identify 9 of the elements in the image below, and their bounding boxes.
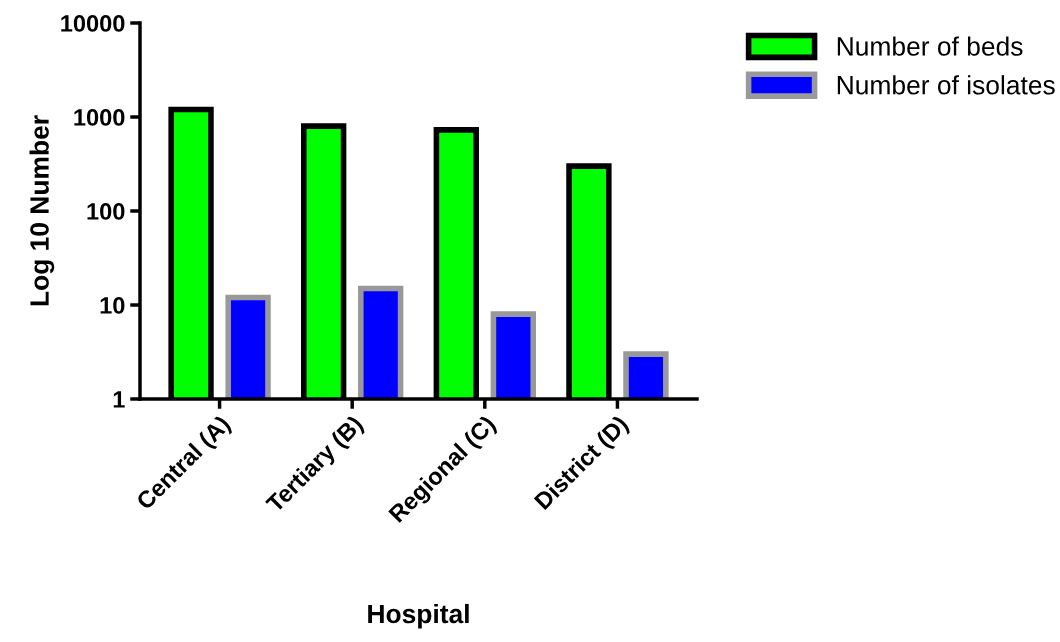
y-tick-label: 100 xyxy=(87,203,125,220)
x-axis-title: Hospital xyxy=(368,603,469,629)
y-tick-label: 10 xyxy=(100,297,125,314)
legend-label: Number of beds xyxy=(837,36,1023,56)
legend-label: Number of isolates xyxy=(837,75,1055,95)
y-tick-label: 1000 xyxy=(74,109,125,126)
y-tick-label: 1 xyxy=(113,391,125,408)
y-tick-label: 10000 xyxy=(61,15,125,32)
y-axis-title: Log 10 Number xyxy=(29,115,55,306)
